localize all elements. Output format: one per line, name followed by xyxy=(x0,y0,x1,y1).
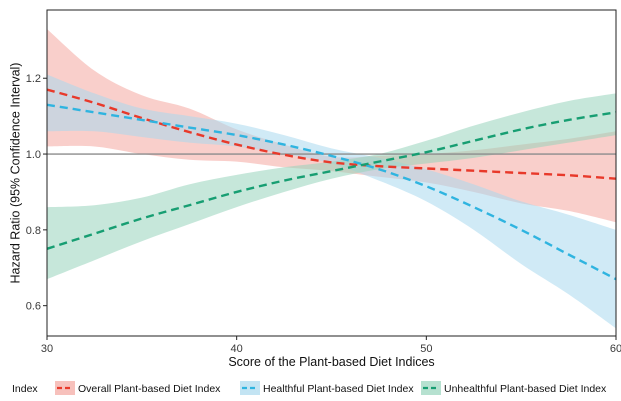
ci-band-overall-plant-based-diet-index xyxy=(47,28,616,223)
legend-label-unhealthful-plant-based-diet-index: Unhealthful Plant-based Diet Index xyxy=(444,383,607,395)
series-line-overall-plant-based-diet-index xyxy=(47,88,616,180)
ci-band-unhealthful-plant-based-diet-index xyxy=(47,93,616,280)
legend: Index Overall Plant-based Diet Index Heal… xyxy=(12,381,607,395)
confidence-bands xyxy=(47,28,616,329)
legend-label-overall-plant-based-diet-index: Overall Plant-based Diet Index xyxy=(78,383,221,395)
x-tick-label: 50 xyxy=(420,343,432,355)
legend-title: Index xyxy=(12,383,38,395)
x-tick-label: 60 xyxy=(610,343,621,355)
series-line-healthful-plant-based-diet-index xyxy=(47,103,616,281)
y-axis-title: Hazard Ratio (95% Confidence Interval) xyxy=(8,63,22,284)
y-tick-label: 0.8 xyxy=(26,225,41,237)
x-tick-label: 30 xyxy=(41,343,53,355)
ci-band-healthful-plant-based-diet-index xyxy=(47,74,616,329)
y-tick-label: 1.0 xyxy=(26,149,41,161)
y-axis-ticks: 0.6 0.8 1.0 1.2 xyxy=(26,73,47,313)
x-tick-label: 40 xyxy=(231,343,243,355)
x-axis-title: Score of the Plant-based Diet Indices xyxy=(228,355,434,369)
series-lines xyxy=(47,88,616,281)
y-tick-label: 1.2 xyxy=(26,73,41,85)
legend-label-healthful-plant-based-diet-index: Healthful Plant-based Diet Index xyxy=(263,383,414,395)
x-axis-ticks: 30 40 50 60 xyxy=(41,336,621,355)
plot-frame xyxy=(46,9,617,337)
y-tick-label: 0.6 xyxy=(26,301,41,313)
